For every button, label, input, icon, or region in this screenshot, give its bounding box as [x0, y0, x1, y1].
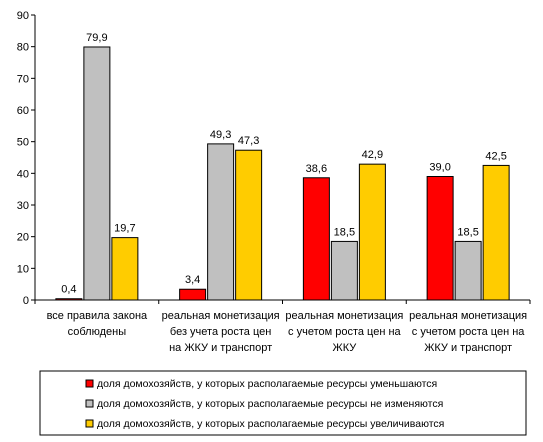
- x-category-label: реальная монетизация: [285, 310, 403, 322]
- chart-bars: 0,4 3,4 38,6 39,0 79,9 49,3 18,5 18,5 19,7 47,3 42…: [55, 32, 510, 301]
- legend-swatch: [85, 419, 94, 428]
- y-tick-label: 80: [17, 42, 29, 54]
- data-label: 38,6: [306, 163, 327, 175]
- bar: [302, 177, 330, 301]
- bar: [358, 163, 386, 301]
- legend-swatch: [85, 399, 94, 408]
- x-category-label: ЖКУ: [333, 342, 358, 354]
- data-label: 39,0: [429, 162, 450, 174]
- bar: [482, 164, 510, 301]
- legend-box: [39, 370, 527, 436]
- bar: [179, 288, 207, 301]
- bar: [83, 46, 111, 301]
- y-tick-label: 0: [23, 295, 29, 307]
- chart-axes: 0 10 20 30 40 50 60 70 80 90 все правила закона соб…: [17, 10, 531, 354]
- y-tick-label: 60: [17, 105, 29, 117]
- y-tick-label: 50: [17, 137, 29, 149]
- data-label: 42,5: [485, 150, 506, 162]
- x-category-label: реальная монетизация: [409, 310, 527, 322]
- x-category-label: все правила закона: [47, 310, 148, 322]
- y-tick-label: 40: [17, 168, 29, 180]
- x-category-label: ЖКУ и транспорт: [424, 342, 512, 354]
- y-tick-label: 90: [17, 10, 29, 22]
- x-category-label: без учета роста цен: [170, 326, 271, 338]
- data-label: 19,7: [114, 223, 135, 235]
- y-tick-label: 20: [17, 232, 29, 244]
- x-category-label: на ЖКУ и транспорт: [169, 342, 272, 354]
- data-label: 47,3: [238, 135, 259, 147]
- bar: [426, 176, 454, 301]
- legend-label: доля домохозяйств, у которых располагаем…: [97, 378, 437, 390]
- data-label: 79,9: [86, 32, 107, 44]
- bar: [330, 240, 358, 301]
- legend-label: доля домохозяйств, у которых располагаем…: [97, 418, 444, 430]
- bar: [454, 240, 482, 301]
- y-tick-label: 70: [17, 73, 29, 85]
- data-label: 49,3: [210, 129, 231, 141]
- data-label: 18,5: [457, 226, 478, 238]
- bar: [111, 237, 139, 301]
- bar: [235, 149, 263, 301]
- bar: [55, 298, 83, 301]
- x-category-label: с учетом роста цен на: [288, 326, 402, 338]
- y-tick-label: 30: [17, 200, 29, 212]
- x-category-label: с учетом роста цен на: [412, 326, 526, 338]
- y-tick-label: 10: [17, 263, 29, 275]
- data-label: 3,4: [185, 274, 200, 286]
- data-label: 0,4: [61, 284, 76, 296]
- legend-label: доля домохозяйств, у которых располагаем…: [97, 398, 443, 410]
- legend-swatch: [85, 379, 94, 388]
- chart-legend: доля домохозяйств, у которых располагаем…: [39, 370, 527, 436]
- x-category-label: соблюдены: [68, 326, 127, 338]
- data-label: 18,5: [334, 226, 355, 238]
- x-category-label: реальная монетизация: [162, 310, 280, 322]
- bar: [207, 143, 235, 301]
- data-label: 42,9: [362, 149, 383, 161]
